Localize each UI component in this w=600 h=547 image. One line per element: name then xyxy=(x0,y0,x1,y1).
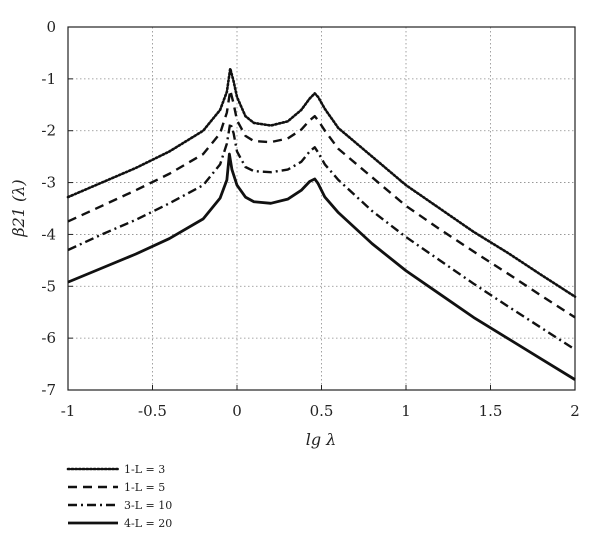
series-line-1 xyxy=(66,67,577,298)
series-line-3 xyxy=(67,121,576,351)
x-tick-label: 0 xyxy=(232,402,242,420)
y-axis-label: β21 (λ) xyxy=(9,179,28,237)
y-tick-label: -4 xyxy=(41,225,56,243)
x-tick-label: -0.5 xyxy=(138,402,167,420)
y-axis-ticks: 0 -1 -2 -3 -4 -5 -6 -7 xyxy=(41,18,73,399)
y-tick-label: -1 xyxy=(41,70,56,88)
grid xyxy=(68,27,575,390)
x-axis-ticks: -1 -0.5 0 0.5 1 1.5 2 xyxy=(61,385,580,420)
legend: 1-L = 3 1-L = 5 3-L = 10 4-L = 20 xyxy=(66,463,172,530)
y-tick-label: -5 xyxy=(41,277,56,295)
series-layer xyxy=(66,67,577,381)
y-tick-label: -6 xyxy=(41,329,56,347)
series-line-4 xyxy=(67,152,576,381)
legend-label-3: 3-L = 10 xyxy=(124,499,172,512)
x-tick-label: 1.5 xyxy=(479,402,503,420)
x-tick-label: 0.5 xyxy=(310,402,334,420)
x-tick-label: -1 xyxy=(61,402,76,420)
x-tick-label: 2 xyxy=(570,402,580,420)
y-tick-label: -3 xyxy=(41,174,56,192)
legend-label-1: 1-L = 3 xyxy=(124,463,165,476)
legend-label-4: 4-L = 20 xyxy=(124,517,172,530)
legend-label-2: 1-L = 5 xyxy=(124,481,165,494)
y-tick-label: -2 xyxy=(41,122,56,140)
x-axis-label: lg λ xyxy=(306,430,337,449)
y-tick-label: 0 xyxy=(46,18,56,36)
x-tick-label: 1 xyxy=(401,402,411,420)
y-tick-label: -7 xyxy=(41,381,56,399)
